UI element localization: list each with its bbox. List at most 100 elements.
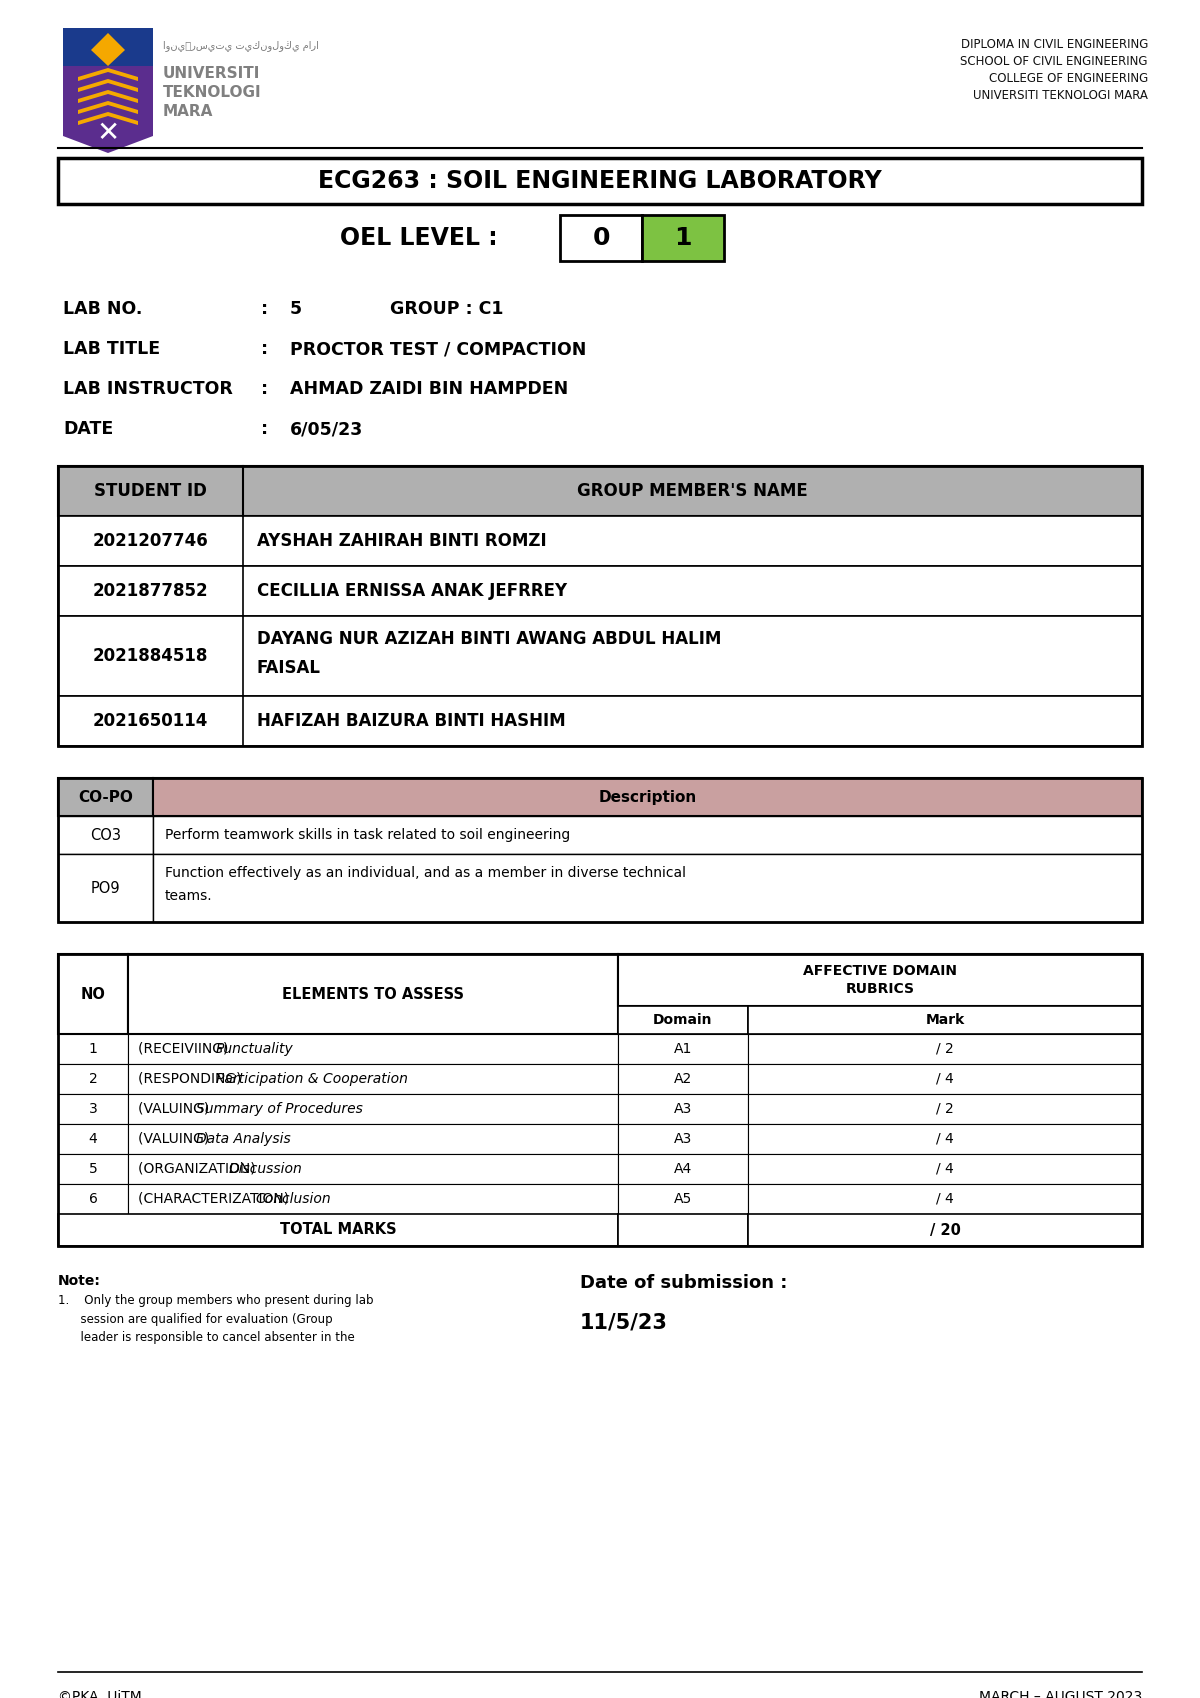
Text: A1: A1 xyxy=(674,1043,692,1056)
Text: ELEMENTS TO ASSESS: ELEMENTS TO ASSESS xyxy=(282,987,464,1002)
Text: A3: A3 xyxy=(674,1133,692,1146)
Text: GROUP : C1: GROUP : C1 xyxy=(390,301,504,318)
Text: Data Analysis: Data Analysis xyxy=(197,1133,292,1146)
Bar xyxy=(154,778,1142,817)
Text: :: : xyxy=(262,419,269,438)
Bar xyxy=(748,1034,1142,1065)
Text: / 4: / 4 xyxy=(936,1161,954,1177)
Bar xyxy=(618,1155,748,1184)
Bar xyxy=(128,1094,618,1124)
Text: 2021877852: 2021877852 xyxy=(92,582,209,599)
Polygon shape xyxy=(78,100,138,114)
Bar xyxy=(748,1214,1142,1246)
Bar xyxy=(618,1214,748,1246)
Text: Perform teamwork skills in task related to soil engineering: Perform teamwork skills in task related … xyxy=(166,829,570,842)
Text: PO9: PO9 xyxy=(91,881,120,895)
Bar xyxy=(58,1034,128,1065)
Text: A4: A4 xyxy=(674,1161,692,1177)
Bar xyxy=(128,1184,618,1214)
Polygon shape xyxy=(91,32,125,66)
Text: 2021884518: 2021884518 xyxy=(92,647,208,666)
Bar xyxy=(748,1124,1142,1155)
Text: (ORGANIZATION): (ORGANIZATION) xyxy=(138,1161,260,1177)
Text: 0: 0 xyxy=(593,226,610,250)
Text: UNIVERSITI
TEKNOLOGI
MARA: UNIVERSITI TEKNOLOGI MARA xyxy=(163,66,262,119)
Bar xyxy=(128,1155,618,1184)
Text: 1: 1 xyxy=(89,1043,97,1056)
Bar xyxy=(560,216,642,261)
Text: ✕: ✕ xyxy=(96,119,120,148)
Text: DAYANG NUR AZIZAH BINTI AWANG ABDUL HALIM
FAISAL: DAYANG NUR AZIZAH BINTI AWANG ABDUL HALI… xyxy=(257,630,721,678)
Text: Function effectively as an individual, and as a member in diverse technical
team: Function effectively as an individual, a… xyxy=(166,866,686,903)
Bar xyxy=(58,954,1142,1246)
Text: Domain: Domain xyxy=(653,1014,713,1027)
Polygon shape xyxy=(64,66,154,153)
Bar xyxy=(618,1184,748,1214)
Text: A5: A5 xyxy=(674,1192,692,1206)
Text: اونيۏرسيتي تيكنولوڬي مارا: اونيۏرسيتي تيكنولوڬي مارا xyxy=(163,41,319,51)
Text: UNIVERSITI TEKNOLOGI MARA: UNIVERSITI TEKNOLOGI MARA xyxy=(973,88,1148,102)
Text: AFFECTIVE DOMAIN
RUBRICS: AFFECTIVE DOMAIN RUBRICS xyxy=(803,964,958,997)
Text: 5: 5 xyxy=(89,1161,97,1177)
Bar xyxy=(618,954,1142,1005)
Text: 2021207746: 2021207746 xyxy=(92,531,209,550)
Text: A2: A2 xyxy=(674,1071,692,1087)
Bar xyxy=(128,1124,618,1155)
Bar xyxy=(748,1184,1142,1214)
Bar xyxy=(618,1094,748,1124)
Bar xyxy=(58,1124,128,1155)
Text: Participation & Cooperation: Participation & Cooperation xyxy=(216,1071,408,1087)
Text: / 2: / 2 xyxy=(936,1102,954,1116)
Bar xyxy=(58,465,1142,745)
Bar xyxy=(58,1184,128,1214)
Bar xyxy=(58,954,128,1034)
Text: NO: NO xyxy=(80,987,106,1002)
Bar xyxy=(58,817,154,854)
Text: (RESPONDING): (RESPONDING) xyxy=(138,1071,246,1087)
Bar xyxy=(642,216,724,261)
Text: GROUP MEMBER'S NAME: GROUP MEMBER'S NAME xyxy=(577,482,808,499)
Text: LAB NO.: LAB NO. xyxy=(64,301,143,318)
Text: DIPLOMA IN CIVIL ENGINEERING: DIPLOMA IN CIVIL ENGINEERING xyxy=(961,37,1148,51)
Text: 1.    Only the group members who present during lab
      session are qualified : 1. Only the group members who present du… xyxy=(58,1294,373,1345)
Bar xyxy=(58,565,1142,616)
Bar xyxy=(618,1065,748,1094)
Bar xyxy=(128,1065,618,1094)
Text: 4: 4 xyxy=(89,1133,97,1146)
Bar xyxy=(58,778,1142,922)
Bar xyxy=(58,158,1142,204)
Bar xyxy=(154,854,1142,922)
Text: Mark: Mark xyxy=(925,1014,965,1027)
Text: :: : xyxy=(262,301,269,318)
Text: A3: A3 xyxy=(674,1102,692,1116)
Bar xyxy=(128,1034,618,1065)
Text: Summary of Procedures: Summary of Procedures xyxy=(197,1102,364,1116)
Text: LAB TITLE: LAB TITLE xyxy=(64,340,160,358)
Text: CO3: CO3 xyxy=(90,827,121,842)
Text: 2: 2 xyxy=(89,1071,97,1087)
Bar xyxy=(58,1065,128,1094)
Text: LAB INSTRUCTOR: LAB INSTRUCTOR xyxy=(64,380,233,397)
Bar xyxy=(748,1005,1142,1034)
Text: ECG263 : SOIL ENGINEERING LABORATORY: ECG263 : SOIL ENGINEERING LABORATORY xyxy=(318,170,882,194)
Text: (RECEIVIING): (RECEIVIING) xyxy=(138,1043,233,1056)
Bar xyxy=(58,1214,618,1246)
Text: Description: Description xyxy=(599,790,697,805)
Bar xyxy=(618,1034,748,1065)
Text: MARCH – AUGUST 2023: MARCH – AUGUST 2023 xyxy=(979,1690,1142,1698)
Text: / 4: / 4 xyxy=(936,1192,954,1206)
Polygon shape xyxy=(78,112,138,126)
Polygon shape xyxy=(78,68,138,82)
Text: CECILLIA ERNISSA ANAK JEFRREY: CECILLIA ERNISSA ANAK JEFRREY xyxy=(257,582,568,599)
Text: ©PKA, UiTM: ©PKA, UiTM xyxy=(58,1690,142,1698)
Text: 3: 3 xyxy=(89,1102,97,1116)
Polygon shape xyxy=(78,80,138,92)
Text: SCHOOL OF CIVIL ENGINEERING: SCHOOL OF CIVIL ENGINEERING xyxy=(960,54,1148,68)
Bar xyxy=(58,616,1142,696)
Polygon shape xyxy=(78,90,138,104)
Text: 6: 6 xyxy=(89,1192,97,1206)
Bar xyxy=(58,778,154,817)
Text: DATE: DATE xyxy=(64,419,113,438)
Bar xyxy=(64,27,154,66)
Text: 11/5/23: 11/5/23 xyxy=(580,1313,668,1331)
